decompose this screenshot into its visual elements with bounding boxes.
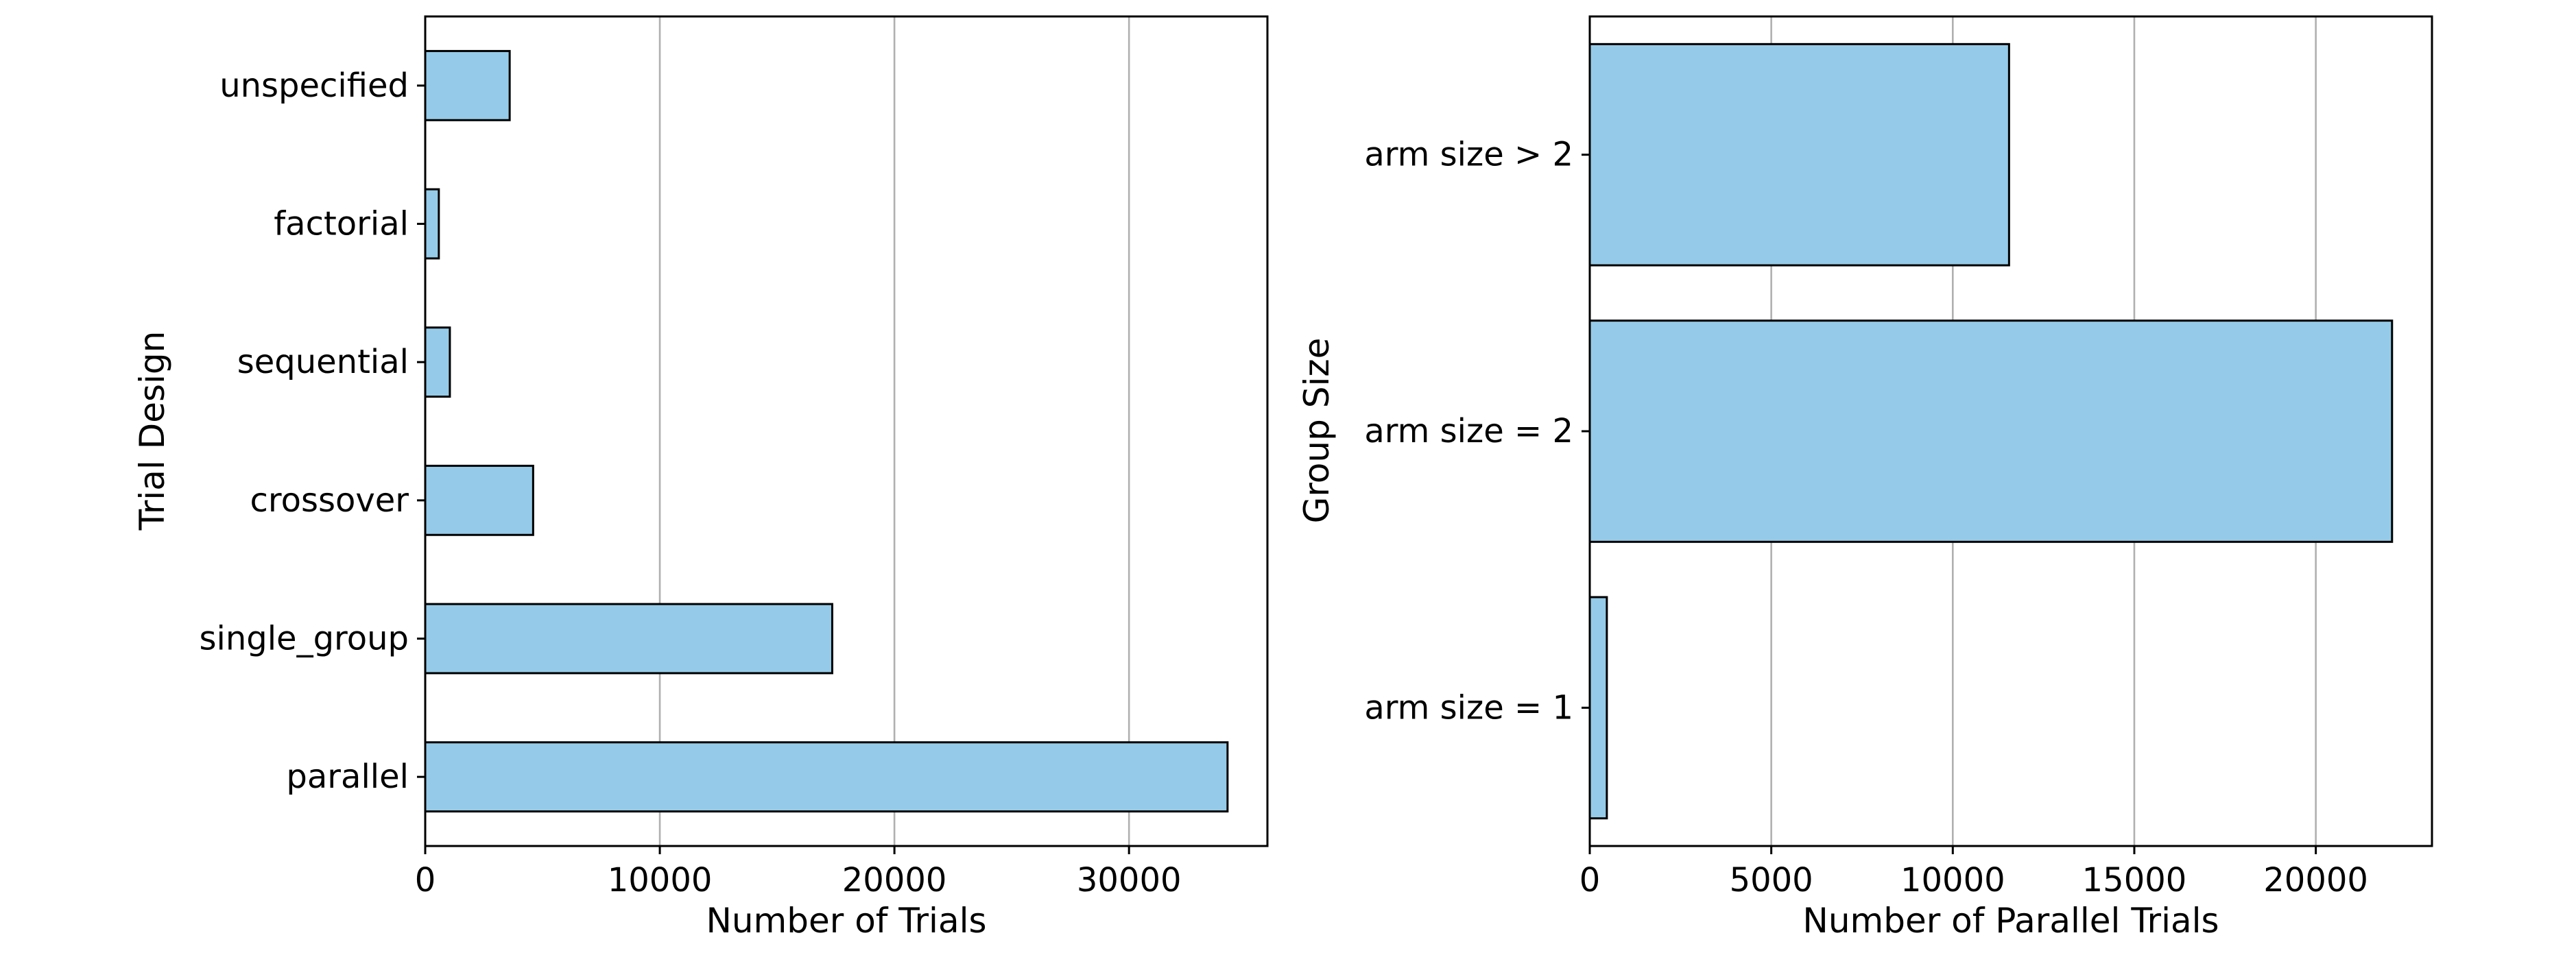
x-tick-label: 20000 bbox=[842, 861, 947, 899]
y-tick-label: parallel bbox=[286, 758, 409, 796]
x-tick-label: 5000 bbox=[1730, 861, 1813, 899]
bar-parallel bbox=[424, 741, 1229, 813]
bar-sequential bbox=[424, 326, 451, 398]
y-tick-label: sequential bbox=[237, 343, 409, 381]
plot-frame bbox=[424, 15, 1269, 847]
bar-arm-size-2 bbox=[1588, 319, 2394, 543]
x-tick-label: 30000 bbox=[1077, 861, 1182, 899]
plot-frame bbox=[1588, 15, 2433, 847]
y-tick-label: arm size = 2 bbox=[1364, 412, 1573, 450]
x-tick-label: 10000 bbox=[608, 861, 713, 899]
y-tick-label: factorial bbox=[274, 205, 409, 243]
x-axis-label: Number of Trials bbox=[706, 901, 986, 941]
x-tick-label: 10000 bbox=[1900, 861, 2005, 899]
bar-arm-size-2 bbox=[1588, 43, 2010, 267]
trial-design-chart: unspecified factorial sequential crossover s… bbox=[132, 15, 1269, 941]
bar-crossover bbox=[424, 464, 534, 536]
x-tick-label: 0 bbox=[1579, 861, 1601, 899]
bar-single-group bbox=[424, 603, 833, 675]
bar-arm-size-1 bbox=[1588, 596, 1608, 820]
y-tick-label: crossover bbox=[250, 481, 409, 520]
x-tick-label: 20000 bbox=[2263, 861, 2368, 899]
x-tick-label: 15000 bbox=[2082, 861, 2187, 899]
y-tick-label: single_group bbox=[199, 620, 409, 658]
bar-unspecified bbox=[424, 49, 511, 121]
y-axis-label: Group Size bbox=[1297, 338, 1337, 524]
x-tick-label: 0 bbox=[415, 861, 436, 899]
y-axis-label: Trial Design bbox=[132, 331, 172, 531]
group-size-chart: arm size > 2 arm size = 2 arm size = 1 0 500… bbox=[1297, 15, 2433, 941]
y-tick-label: unspecified bbox=[219, 67, 409, 105]
y-tick-label: arm size = 1 bbox=[1364, 688, 1573, 727]
y-tick-label: arm size > 2 bbox=[1364, 136, 1573, 174]
bar-factorial bbox=[424, 188, 440, 260]
x-axis-label: Number of Parallel Trials bbox=[1802, 901, 2219, 941]
